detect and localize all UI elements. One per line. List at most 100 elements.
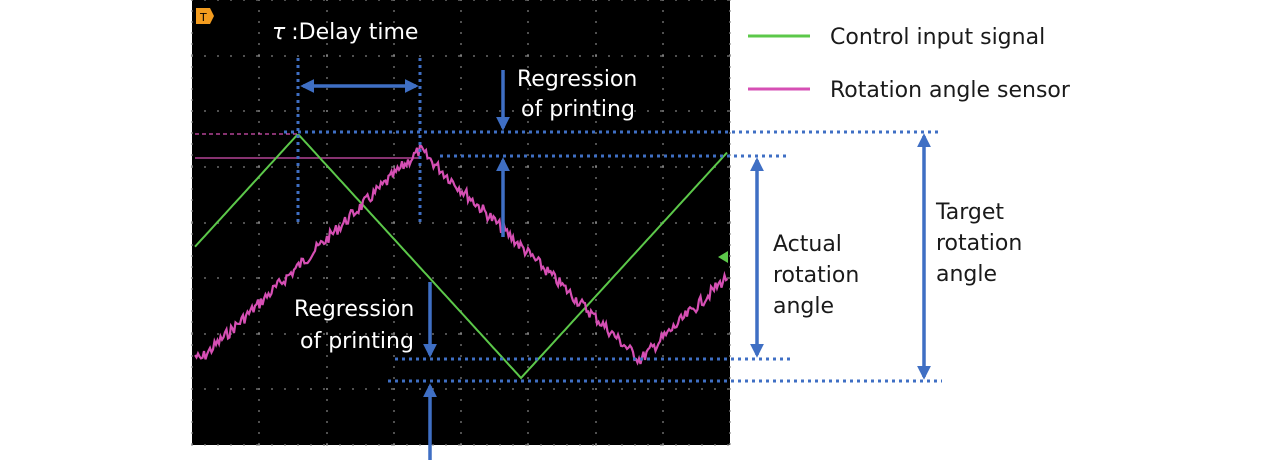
grid-dot (634, 0, 636, 1)
grid-dot (527, 444, 529, 446)
grid-dot (460, 388, 462, 390)
grid-dot (621, 110, 623, 112)
grid-dot (525, 444, 527, 446)
grid-dot (256, 166, 258, 168)
grid-dot (527, 99, 529, 101)
grid-dot (258, 255, 260, 257)
grid-dot (662, 121, 664, 123)
grid-dot (460, 199, 462, 201)
grid-dot (527, 432, 529, 434)
grid-dot (660, 388, 662, 390)
grid-dot (512, 110, 514, 112)
grid-dot (527, 188, 529, 190)
grid-dot (258, 310, 260, 312)
grid-dot (527, 321, 529, 323)
grid-dot (729, 110, 731, 112)
grid-dot (460, 166, 462, 168)
grid-dot (595, 310, 597, 312)
grid-dot (310, 166, 312, 168)
grid-dot (204, 55, 206, 57)
grid-dot (608, 110, 610, 112)
grid-dot (323, 388, 325, 390)
grid-dot (258, 222, 260, 224)
grid-dot (701, 166, 703, 168)
grid-dot (378, 110, 380, 112)
grid-dot (473, 388, 475, 390)
grid-dot (662, 77, 664, 79)
grid-dot (191, 77, 193, 79)
grid-dot (499, 0, 501, 1)
grid-dot (460, 377, 462, 379)
grid-dot (592, 333, 594, 335)
grid-dot (701, 444, 703, 446)
grid-dot (326, 66, 328, 68)
grid-dot (460, 88, 462, 90)
grid-dot (432, 277, 434, 279)
grid-dot (284, 333, 286, 335)
grid-dot (662, 0, 664, 1)
grid-dot (339, 222, 341, 224)
grid-dot (258, 344, 260, 346)
grid-dot (499, 444, 501, 446)
grid-dot (297, 55, 299, 57)
grid-dot (365, 166, 367, 168)
grid-dot (701, 222, 703, 224)
grid-dot (217, 166, 219, 168)
grid-dot (460, 77, 462, 79)
grid-dot (258, 121, 260, 123)
grid-dot (393, 43, 395, 45)
grid-dot (326, 277, 328, 279)
grid-dot (326, 366, 328, 368)
grid-dot (729, 421, 731, 423)
grid-dot (729, 388, 731, 390)
grid-dot (191, 143, 193, 145)
grid-dot (595, 222, 597, 224)
grid-dot (326, 321, 328, 323)
grid-dot (391, 388, 393, 390)
grid-dot (647, 277, 649, 279)
grid-dot (595, 366, 597, 368)
grid-dot (326, 410, 328, 412)
grid-dot (230, 55, 232, 57)
grid-dot (326, 432, 328, 434)
grid-dot (393, 10, 395, 12)
grid-dot (432, 222, 434, 224)
grid-dot (662, 99, 664, 101)
grid-dot (662, 244, 664, 246)
grid-dot (473, 110, 475, 112)
grid-dot (258, 421, 260, 423)
grid-dot (393, 444, 395, 446)
grid-dot (284, 55, 286, 57)
grid-dot (527, 199, 529, 201)
grid-dot (393, 32, 395, 34)
grid-dot (595, 388, 597, 390)
grid-dot (191, 222, 193, 224)
grid-dot (727, 444, 729, 446)
grid-dot (460, 288, 462, 290)
grid-dot (393, 410, 395, 412)
grid-dot (473, 0, 475, 1)
grid-dot (595, 444, 597, 446)
grid-dot (256, 444, 258, 446)
regression-top-line1: Regression (517, 67, 637, 92)
grid-dot (662, 410, 664, 412)
grid-dot (540, 166, 542, 168)
grid-dot (326, 188, 328, 190)
grid-dot (608, 277, 610, 279)
grid-dot (204, 388, 206, 390)
grid-dot (258, 188, 260, 190)
grid-dot (634, 55, 636, 57)
grid-dot (458, 388, 460, 390)
grid-dot (258, 99, 260, 101)
grid-dot (378, 333, 380, 335)
grid-dot (258, 355, 260, 357)
grid-dot (393, 344, 395, 346)
grid-dot (217, 444, 219, 446)
grid-dot (326, 110, 328, 112)
grid-dot (256, 110, 258, 112)
grid-dot (675, 110, 677, 112)
grid-dot (458, 444, 460, 446)
grid-dot (729, 344, 731, 346)
grid-dot (297, 388, 299, 390)
grid-dot (258, 154, 260, 156)
